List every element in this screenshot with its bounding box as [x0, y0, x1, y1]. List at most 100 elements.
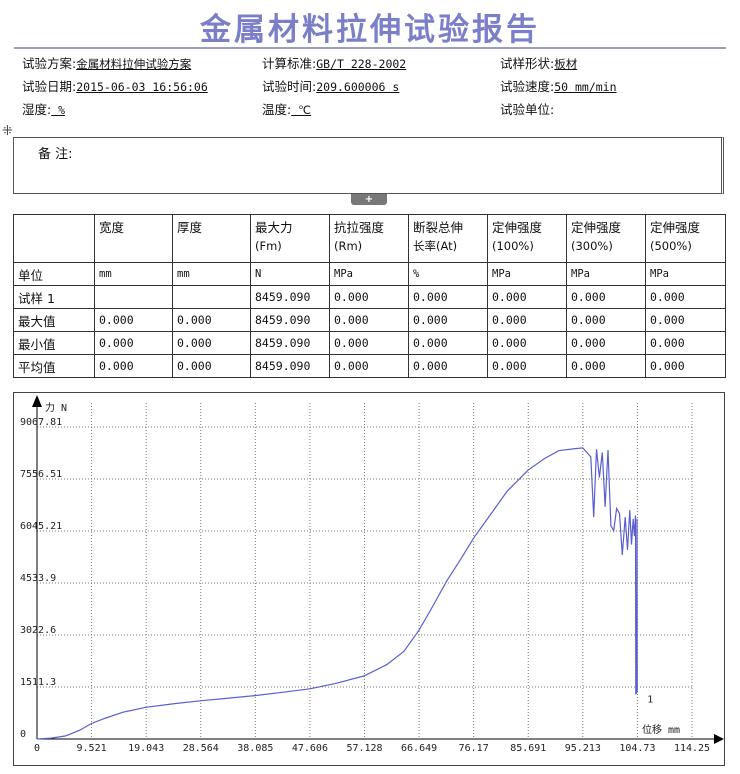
series-end-label: 1 [647, 695, 653, 706]
table-cell: 0.000 [94, 308, 173, 332]
table-cell: 0.000 [329, 285, 409, 309]
header-line-2: (500%) [650, 239, 692, 253]
table-cell: 0.000 [408, 354, 488, 378]
table-cell: 0.000 [408, 285, 488, 309]
header-line-1: 宽度 [99, 220, 125, 235]
table-cell: mm [172, 262, 251, 286]
table-cell: MPa [645, 262, 726, 286]
table-cell: 0.000 [645, 285, 726, 309]
table-cell: 0.000 [329, 354, 409, 378]
x-tick-label: 57.128 [346, 743, 382, 754]
table-header-cell: 定伸强度 (300%) [566, 214, 646, 263]
expand-toggle-button[interactable]: + [351, 194, 387, 205]
info-specimen-shape-value: 板材 [554, 57, 578, 71]
chart-canvas: 0 1511.3 3022.6 4533.9 6045.21 7556.51 9067.81… [20, 395, 724, 754]
header-line-2: (300%) [571, 239, 613, 253]
header-line-1: 抗拉强度 [334, 220, 385, 235]
x-tick-label: 9.521 [77, 743, 107, 754]
header-line-1: 断裂总伸 [413, 220, 464, 235]
info-test-plan-value: 金属材料拉伸试验方案 [76, 57, 192, 71]
y-axis-label: 力 N [45, 401, 67, 414]
table-header-cell: 定伸强度 (100%) [487, 214, 567, 263]
info-specimen-shape: 试样形状:板材 [500, 56, 578, 71]
info-humidity-value: % [51, 103, 66, 117]
table-cell: 0.000 [487, 285, 567, 309]
table-row: 单位 mm mm N MPa% MPa MPa MPa [13, 262, 726, 286]
y-tick-label: 6045.21 [20, 521, 62, 532]
info-temperature-value: ℃ [291, 103, 312, 117]
x-tick-label: 28.564 [183, 743, 219, 754]
table-cell: 0.000 [487, 354, 567, 378]
move-handle-icon[interactable]: ⁜ [2, 124, 13, 139]
report-title: 金属材料拉伸试验报告 [200, 12, 540, 48]
y-tick-label: 3022.6 [20, 625, 56, 636]
table-cell [94, 285, 173, 309]
force-displacement-chart: 0 1511.3 3022.6 4533.9 6045.21 7556.51 9067.81… [13, 392, 725, 766]
info-test-speed: 试验速度:50 mm/min [500, 79, 617, 94]
table-cell: 0.000 [566, 354, 646, 378]
header-line-1: 定伸强度 [571, 220, 622, 235]
table-row: 最小值 0.000 0.000 8459.090 0.000 0.000 0.000 0.00… [13, 331, 726, 355]
x-axis-label: 位移 mm [642, 723, 680, 736]
remarks-box[interactable]: 备 注: [13, 137, 724, 194]
row-label-cell: 最小值 [13, 331, 95, 355]
x-tick-label: 114.25 [674, 743, 710, 754]
table-cell: 0.000 [645, 354, 726, 378]
table-cell: 0.000 [329, 308, 409, 332]
table-cell: MPa [487, 262, 567, 286]
table-cell: 0.000 [487, 308, 567, 332]
info-test-date: 试验日期:2015-06-03 16:56:06 [22, 79, 208, 94]
header-line-2: (Rm) [334, 239, 363, 253]
table-header-cell: 厚度 [172, 214, 251, 263]
row-label-cell: 单位 [13, 262, 95, 286]
header-line-2: (Fm) [255, 239, 282, 253]
table-cell: 8459.090 [250, 331, 330, 355]
title-rule [14, 47, 726, 49]
row-label-cell: 平均值 [13, 354, 95, 378]
table-cell: 0.000 [172, 354, 251, 378]
row-label-cell: 试样 1 [13, 285, 95, 309]
info-calc-standard-value: GB/T 228-2002 [316, 57, 407, 71]
table-cell: 0.000 [408, 308, 488, 332]
info-test-time: 试验时间:209.600006 s [262, 79, 400, 94]
remarks-label: 备 注: [38, 147, 73, 162]
table-header-row: 宽度 厚度 最大力 (Fm) 抗拉强度 (Rm) 断裂总伸 长率(At) 定伸强度 (100%) 定… [13, 214, 726, 263]
series-line [36, 447, 638, 740]
table-cell: mm [94, 262, 173, 286]
table-header-cell [13, 214, 95, 263]
info-temperature: 温度: ℃ [262, 102, 312, 117]
header-line-2: (100%) [492, 239, 534, 253]
table-cell: 0.000 [408, 331, 488, 355]
table-cell: 8459.090 [250, 285, 330, 309]
results-table: 宽度 厚度 最大力 (Fm) 抗拉强度 (Rm) 断裂总伸 长率(At) 定伸强度 (100%) 定… [13, 214, 726, 378]
table-cell: 0.000 [94, 354, 173, 378]
info-test-unit: 试验单位: [500, 102, 555, 117]
table-cell: 0.000 [172, 331, 251, 355]
y-tick-label: 0 [20, 729, 26, 740]
x-tick-label: 76.17 [459, 743, 489, 754]
x-axis-arrow-icon [714, 734, 724, 744]
table-cell: 0.000 [172, 308, 251, 332]
info-test-speed-value: 50 mm/min [554, 80, 617, 94]
table-header-cell: 宽度 [94, 214, 173, 263]
header-line-1: 定伸强度 [650, 220, 701, 235]
table-cell [172, 285, 251, 309]
x-tick-label: 19.043 [128, 743, 164, 754]
table-cell: 8459.090 [250, 354, 330, 378]
row-label-cell: 最大值 [13, 308, 95, 332]
table-header-cell: 断裂总伸长率(At) [408, 214, 488, 263]
table-row: 试样 1 8459.090 0.000 0.000 0.000 0.000 0.000 [13, 285, 726, 309]
table-row: 最大值 0.000 0.000 8459.090 0.000 0.000 0.000 0.00… [13, 308, 726, 332]
table-header-cell: 定伸强度 (500%) [645, 214, 726, 263]
table-header-cell: 抗拉强度 (Rm) [329, 214, 409, 263]
y-tick-label: 9067.81 [20, 417, 62, 428]
table-cell: 0.000 [329, 331, 409, 355]
table-cell: 0.000 [94, 331, 173, 355]
table-cell: N [250, 262, 330, 286]
header-line-2: 长率(At) [413, 239, 458, 253]
info-test-date-value: 2015-06-03 16:56:06 [76, 80, 208, 94]
y-tick-label: 4533.9 [20, 573, 56, 584]
y-tick-label: 1511.3 [20, 677, 56, 688]
table-cell: MPa [566, 262, 646, 286]
table-cell: 0.000 [487, 331, 567, 355]
